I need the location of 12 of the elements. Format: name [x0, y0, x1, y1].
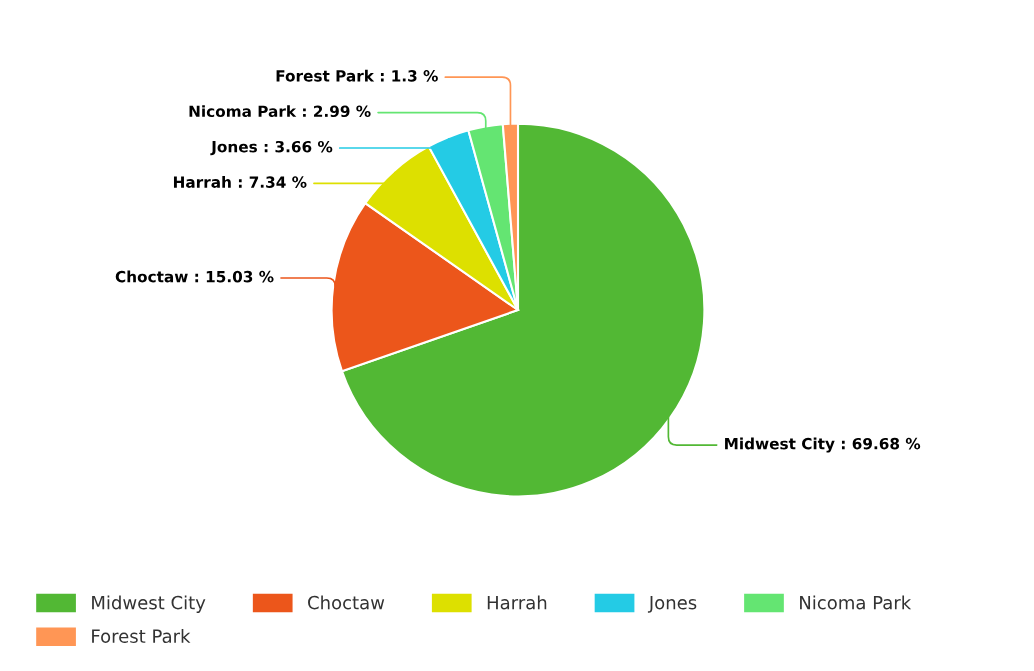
legend-label: Choctaw	[308, 595, 385, 610]
legend-label: Forest Park	[92, 629, 191, 643]
data-label: Nicoma Park : 2.99 %	[189, 105, 371, 118]
data-label: Jones : 3.66 %	[210, 140, 333, 156]
legend-label: Midwest City	[92, 595, 206, 613]
legend-label: Nicoma Park	[800, 595, 912, 610]
data-label: Harrah : 7.34 %	[173, 176, 307, 188]
legend-label: Harrah	[487, 595, 547, 610]
legend-label: Jones	[647, 596, 697, 613]
data-label: Forest Park : 1.3 %	[276, 69, 438, 82]
data-label: Choctaw : 15.03 %	[115, 270, 274, 283]
data-label: Midwest City : 69.68 %	[725, 437, 921, 453]
